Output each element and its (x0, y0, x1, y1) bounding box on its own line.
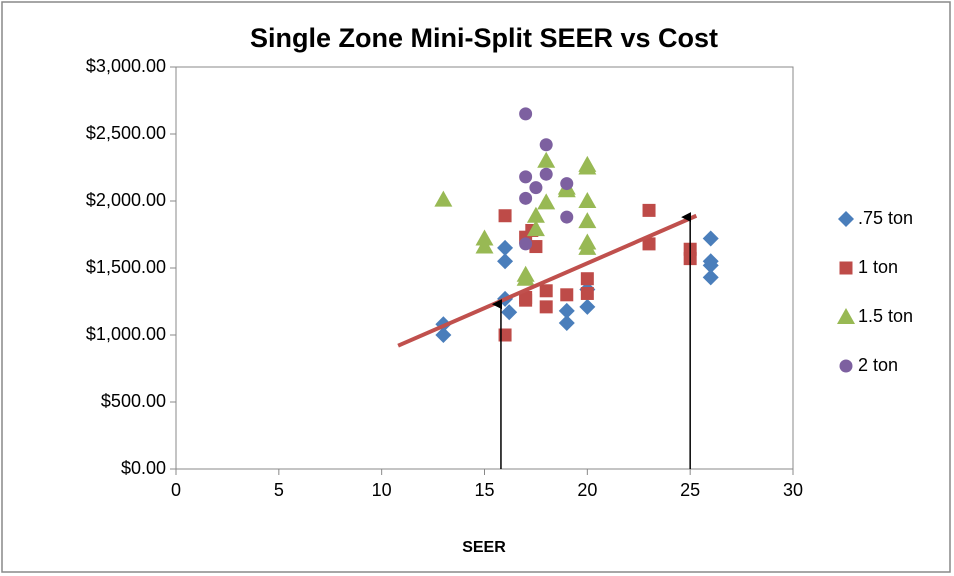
trend-line (397, 213, 698, 348)
x-tick-label: 30 (783, 480, 803, 500)
y-tick-label: $1,000.00 (86, 324, 166, 344)
data-point (519, 293, 533, 307)
data-point (526, 206, 545, 223)
data-point (497, 239, 514, 256)
data-point (539, 138, 553, 152)
data-point (642, 203, 656, 217)
data-point (526, 220, 545, 237)
data-point (558, 314, 575, 331)
x-tick-label: 25 (680, 480, 700, 500)
data-point (579, 298, 596, 315)
data-point (578, 192, 597, 208)
legend-marker (838, 211, 854, 227)
data-point (702, 230, 719, 247)
data-point (497, 253, 514, 270)
x-axis-label: SEER (462, 539, 506, 556)
data-point (539, 284, 553, 298)
data-point (498, 209, 512, 223)
legend-marker (839, 261, 853, 275)
data-point (501, 304, 518, 321)
y-tick-label: $2,000.00 (86, 190, 166, 210)
y-tick-label: $0.00 (121, 458, 166, 478)
legend-label: 1 ton (858, 257, 898, 277)
chart-title: Single Zone Mini-Split SEER vs Cost (250, 23, 718, 53)
data-point (578, 238, 597, 255)
data-point (560, 210, 574, 224)
data-point (702, 257, 719, 274)
x-tick-label: 15 (474, 480, 494, 500)
data-point (578, 212, 597, 229)
data-point (519, 237, 533, 251)
data-point (702, 269, 719, 286)
data-point (519, 107, 533, 121)
data-point (560, 177, 574, 191)
data-point (580, 286, 594, 300)
y-tick-label: $1,500.00 (86, 257, 166, 277)
data-point (475, 237, 494, 254)
x-tick-label: 20 (577, 480, 597, 500)
data-point (516, 269, 535, 286)
legend-marker (837, 308, 855, 324)
data-point (580, 272, 594, 286)
data-point (529, 240, 543, 254)
data-point (519, 191, 533, 205)
legend-marker (839, 359, 853, 373)
data-point (558, 302, 575, 319)
data-point (434, 190, 453, 207)
legend-label: 2 ton (858, 355, 898, 375)
data-point (539, 167, 553, 181)
x-tick-label: 5 (274, 480, 284, 500)
x-tick-label: 0 (171, 480, 181, 500)
data-point (560, 288, 574, 302)
data-point (539, 300, 553, 314)
data-point (475, 229, 494, 246)
y-tick-label: $500.00 (101, 391, 166, 411)
x-tick-label: 10 (372, 480, 392, 500)
data-point (537, 151, 556, 168)
y-tick-label: $2,500.00 (86, 123, 166, 143)
data-point (529, 181, 543, 195)
data-point (578, 158, 597, 175)
data-point (519, 170, 533, 184)
legend-label: 1.5 ton (858, 306, 913, 326)
data-point (642, 237, 656, 251)
data-point (498, 328, 512, 342)
data-point (435, 327, 452, 343)
y-tick-label: $3,000.00 (86, 56, 166, 76)
data-point (537, 193, 556, 210)
legend-label: .75 ton (858, 208, 913, 228)
